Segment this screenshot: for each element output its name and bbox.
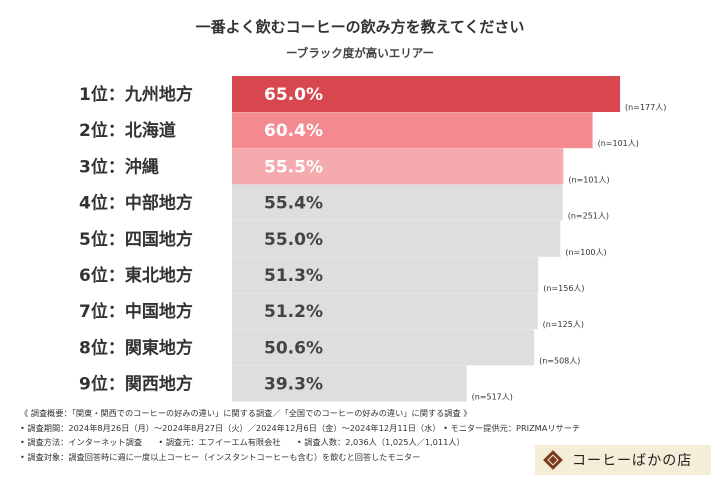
- sample-size-label: (n=101人): [568, 175, 609, 184]
- category-label: 9位：関西地方: [79, 374, 193, 395]
- sample-size-label: (n=101人): [598, 139, 639, 148]
- sample-size-label: (n=156人): [543, 284, 584, 293]
- bar-value-label: 51.2%: [264, 302, 323, 322]
- category-label: 5位：四国地方: [79, 229, 193, 250]
- survey-overview: 《 調査概要：「関東・関西でのコーヒーの好みの違い」に関する調査／「全国でのコー…: [20, 408, 472, 418]
- chart-title: 一番よく飲むコーヒーの飲み方を教えてください: [195, 18, 525, 36]
- bar: [232, 184, 563, 221]
- category-label: 4位：中部地方: [79, 193, 193, 214]
- bar: [232, 112, 593, 149]
- survey-footer: 《 調査概要：「関東・関西でのコーヒーの好みの違い」に関する調査／「全国でのコー…: [20, 406, 581, 464]
- survey-method: • 調査方法：インターネット調査 • 調査元：エフイーエム有限会社 • 調査人数…: [20, 437, 465, 447]
- bar: [232, 148, 564, 185]
- bar: [232, 365, 467, 402]
- category-label: 6位：東北地方: [79, 265, 193, 286]
- bar-value-label: 55.0%: [264, 230, 323, 250]
- sample-size-label: (n=177人): [625, 103, 666, 112]
- bar-value-label: 50.6%: [264, 338, 323, 358]
- bar: [232, 257, 539, 293]
- bar: [232, 329, 535, 366]
- sample-size-label: (n=508人): [539, 356, 580, 365]
- survey-period: • 調査期間：2024年8月26日（月）〜2024年8月27日（火）／2024年…: [20, 422, 581, 433]
- coffee-bean-logo-icon: [542, 449, 564, 471]
- bar: [232, 293, 538, 330]
- category-label: 7位：中国地方: [79, 301, 193, 322]
- sample-size-label: (n=125人): [543, 320, 584, 329]
- chart-subtitle: ーブラック度が高いエリアー: [285, 46, 435, 60]
- sample-size-label: (n=100人): [565, 248, 606, 257]
- category-label: 3位：沖縄: [79, 156, 159, 177]
- sample-size-label: (n=517人): [472, 393, 513, 402]
- bar-value-label: 55.5%: [264, 157, 323, 177]
- bar-chart: 1位：九州地方 65.0% (n=177人) 2位：北海道 60.4% (n=101人) 3…: [79, 76, 666, 402]
- category-label: 2位：北海道: [79, 120, 176, 141]
- category-label: 1位：九州地方: [79, 84, 193, 105]
- bar-value-label: 55.4%: [264, 194, 323, 214]
- brand-badge: コーヒーばかの店: [535, 445, 711, 475]
- bar: [232, 220, 561, 257]
- bar-value-label: 60.4%: [264, 121, 323, 141]
- sample-size-label: (n=251人): [568, 212, 609, 221]
- bar: [232, 76, 621, 112]
- bar-value-label: 65.0%: [264, 85, 323, 105]
- survey-target: • 調査対象：調査回答時に週に一度以上コーヒー（インスタントコーヒーも含む）を飲…: [20, 451, 421, 462]
- category-label: 8位：関東地方: [79, 337, 193, 358]
- bar-value-label: 51.3%: [264, 266, 323, 286]
- brand-name: コーヒーばかの店: [572, 453, 693, 469]
- bar-value-label: 39.3%: [264, 375, 323, 395]
